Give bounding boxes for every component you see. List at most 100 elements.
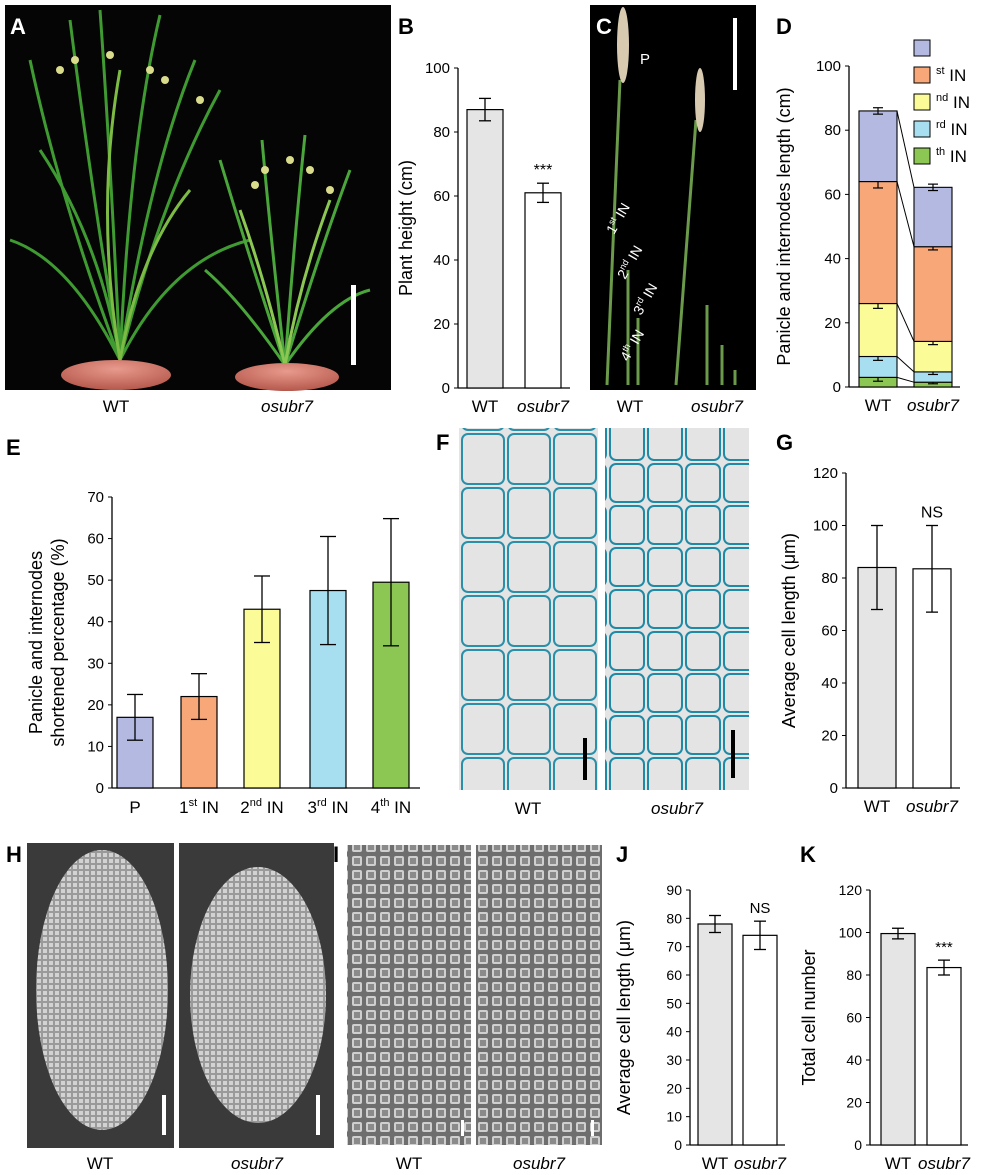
- y-tick-label: 100: [839, 925, 863, 941]
- bar: [466, 108, 504, 389]
- y-tick-label: 100: [813, 518, 838, 535]
- x-category-label: P: [129, 798, 140, 817]
- y-axis-label: Average cell length (μm): [779, 533, 799, 728]
- y-tick-label: 30: [87, 655, 104, 672]
- mutant-sem-surface: [476, 845, 602, 1145]
- mutant-label: osubr7: [651, 799, 704, 818]
- mutant-plant-illustration: [204, 134, 371, 366]
- mutant-micrograph: [605, 428, 749, 790]
- panicle-illustration: [617, 7, 705, 132]
- bar: [524, 192, 562, 389]
- panel-letter: C: [596, 14, 612, 39]
- scale-bar: [461, 1120, 464, 1136]
- y-tick-label: 50: [666, 995, 682, 1011]
- y-tick-label: 80: [821, 570, 838, 587]
- bar: [697, 923, 733, 1146]
- wt-label: WT: [103, 397, 129, 416]
- mutant-label: osubr7: [231, 1154, 284, 1173]
- bar: [880, 932, 916, 1146]
- panicle-label: P: [640, 51, 650, 68]
- stacked-bar-segment: [913, 246, 953, 342]
- y-tick-label: 40: [846, 1052, 862, 1068]
- x-category-label: WT: [864, 797, 890, 816]
- y-axis-label: shortened percentage (%): [48, 538, 68, 746]
- legend-swatch: [913, 147, 931, 165]
- scale-bar: [316, 1095, 320, 1135]
- stacked-bar-segment: [913, 186, 953, 248]
- mutant-label: osubr7: [691, 397, 744, 416]
- panicles-illustration: [56, 51, 334, 194]
- y-tick-label: 70: [87, 489, 104, 506]
- x-category-label: osubr7: [918, 1154, 971, 1173]
- y-tick-label: 120: [813, 465, 838, 482]
- x-category-label: 1st IN: [179, 797, 219, 817]
- significance-label: NS: [750, 900, 771, 917]
- y-tick-label: 80: [846, 967, 862, 983]
- y-tick-label: 80: [824, 122, 841, 139]
- y-tick-label: 60: [433, 188, 450, 205]
- y-tick-label: 30: [666, 1052, 682, 1068]
- mutant-label: osubr7: [261, 397, 314, 416]
- y-tick-label: 50: [87, 572, 104, 589]
- panel-a-photo: [5, 5, 391, 390]
- y-tick-label: 40: [824, 251, 841, 268]
- wt-label: WT: [396, 1154, 422, 1173]
- mutant-label: osubr7: [513, 1154, 566, 1173]
- x-category-label: osubr7: [734, 1154, 787, 1173]
- x-category-label: osubr7: [517, 397, 570, 416]
- chart-b: 0 20 40 60 80 100 Plant height (cm) WT *** osubr7: [396, 60, 570, 416]
- y-tick-label: 90: [666, 882, 682, 898]
- panel-letter: B: [398, 14, 414, 39]
- significance-label: ***: [534, 162, 553, 179]
- y-tick-label: 60: [824, 186, 841, 203]
- y-tick-label: 20: [846, 1095, 862, 1111]
- y-tick-label: 0: [674, 1137, 682, 1153]
- chart-g: 0 20 40 60 80 100 120 Average cell length (μm) W…: [779, 465, 960, 816]
- y-tick-label: 40: [821, 675, 838, 692]
- connector-line: [896, 376, 915, 383]
- y-tick-label: 20: [666, 1080, 682, 1096]
- chart-j: 0 10 20 30 40 50 60 70 80 90 Average cell length (…: [614, 882, 787, 1173]
- x-category-label: osubr7: [906, 797, 959, 816]
- panel-e: E 0 10 20 30 40 50 60 70 Panicle and internodes s…: [6, 435, 420, 817]
- panel-d: D 0 20 40 60 80 100 Panicle and internodes len…: [774, 14, 970, 415]
- y-tick-label: 0: [833, 379, 841, 396]
- y-tick-label: 10: [666, 1109, 682, 1125]
- y-tick-label: 80: [433, 124, 450, 141]
- panel-letter: K: [800, 842, 816, 867]
- wt-label: WT: [87, 1154, 113, 1173]
- y-tick-label: 40: [87, 614, 104, 631]
- chart-e: 0 10 20 30 40 50 60 70 Panicle and internodes sho…: [26, 489, 420, 817]
- x-category-label: 2nd IN: [240, 797, 283, 817]
- chart-d: 0 20 40 60 80 100 Panicle and internodes lengt…: [774, 39, 970, 415]
- x-category-label: osubr7: [907, 396, 960, 415]
- panel-letter: E: [6, 435, 21, 460]
- stacked-bar-segment: [858, 110, 898, 183]
- scale-bar: [583, 738, 587, 780]
- legend-label: nd IN: [936, 92, 970, 112]
- panel-g: G 0 20 40 60 80 100 120 Average cell length (μm…: [776, 430, 960, 816]
- y-tick-label: 70: [666, 939, 682, 955]
- significance-label: NS: [921, 505, 943, 522]
- stacked-bar-segment: [858, 181, 898, 305]
- wt-grain: [36, 850, 168, 1130]
- stems-illustration: [605, 79, 737, 386]
- stacked-bar-segment: [858, 302, 898, 358]
- connector-line: [896, 356, 915, 373]
- panel-letter: A: [10, 14, 26, 39]
- panel-a: A WT osubr7: [5, 5, 391, 416]
- y-tick-label: 60: [666, 967, 682, 983]
- y-axis-label: Average cell length (μm): [614, 920, 634, 1115]
- y-tick-label: 100: [816, 58, 841, 75]
- panel-letter: D: [776, 14, 792, 39]
- mutant-grain: [190, 867, 326, 1123]
- bar: [926, 966, 962, 1146]
- y-tick-label: 40: [666, 1024, 682, 1040]
- y-tick-label: 60: [87, 531, 104, 548]
- panel-letter: I: [333, 842, 339, 867]
- scale-bar: [733, 18, 737, 90]
- panel-b: B 0 20 40 60 80 100 Plant height (cm) WT *** osub…: [396, 14, 570, 416]
- legend-label: th IN: [936, 146, 967, 166]
- connector-line: [896, 181, 915, 247]
